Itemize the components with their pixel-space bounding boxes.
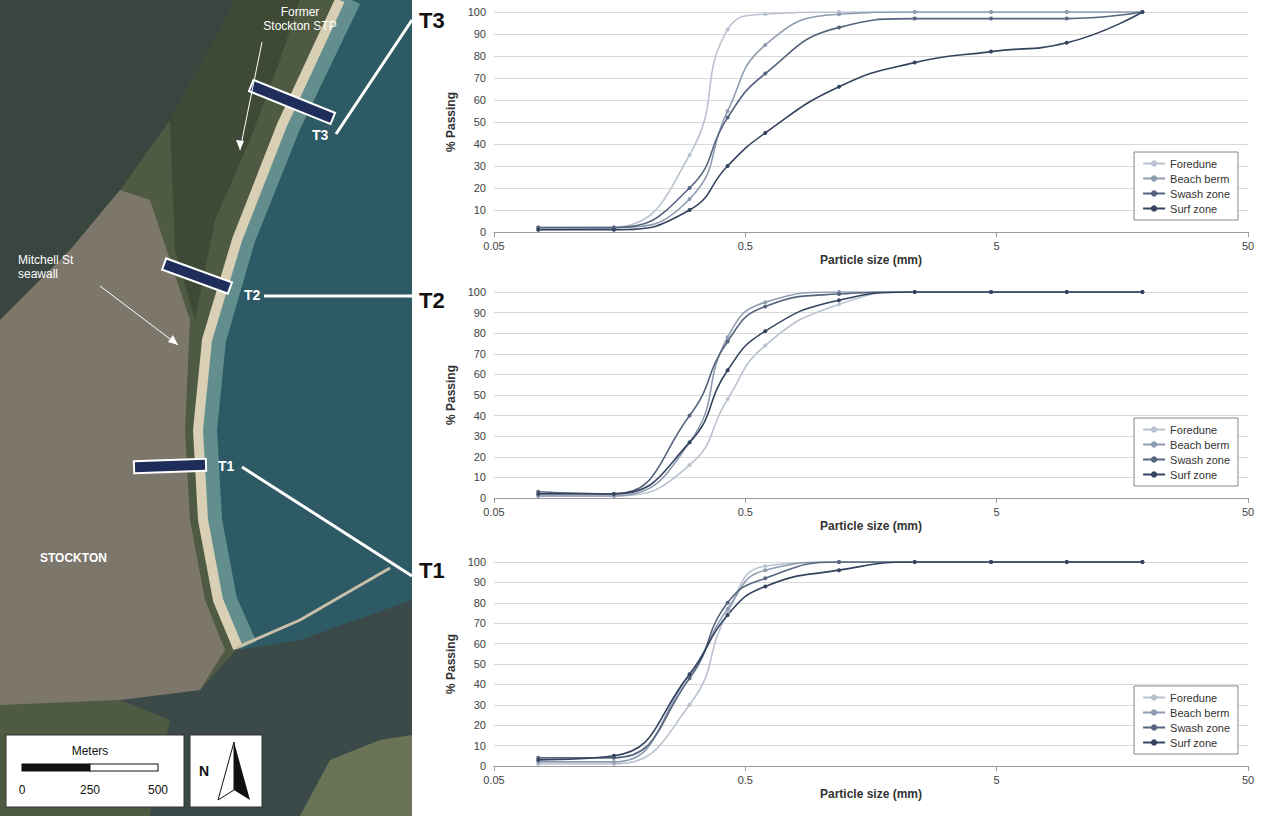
svg-text:0: 0 — [19, 783, 26, 797]
svg-text:Foredune: Foredune — [1170, 424, 1217, 436]
svg-text:Swash zone: Swash zone — [1170, 188, 1230, 200]
svg-text:STOCKTON: STOCKTON — [40, 551, 107, 565]
svg-text:40: 40 — [474, 410, 486, 422]
svg-text:Particle size (mm): Particle size (mm) — [820, 253, 922, 267]
svg-text:Mitchell Stseawall: Mitchell Stseawall — [18, 253, 74, 281]
svg-text:100: 100 — [468, 556, 486, 568]
svg-text:60: 60 — [474, 638, 486, 650]
svg-text:0.5: 0.5 — [738, 240, 753, 252]
svg-text:20: 20 — [474, 719, 486, 731]
svg-text:50: 50 — [1242, 240, 1254, 252]
svg-text:Beach berm: Beach berm — [1170, 707, 1229, 719]
svg-text:10: 10 — [474, 740, 486, 752]
svg-text:% Passing: % Passing — [444, 634, 458, 694]
svg-text:30: 30 — [474, 699, 486, 711]
svg-text:40: 40 — [474, 138, 486, 150]
svg-text:60: 60 — [474, 368, 486, 380]
svg-text:5: 5 — [994, 506, 1000, 518]
svg-text:80: 80 — [474, 597, 486, 609]
svg-text:Surf zone: Surf zone — [1170, 203, 1217, 215]
svg-text:90: 90 — [474, 576, 486, 588]
svg-text:50: 50 — [474, 658, 486, 670]
svg-text:% Passing: % Passing — [444, 92, 458, 152]
svg-text:500: 500 — [148, 783, 168, 797]
svg-text:0: 0 — [480, 760, 486, 772]
svg-text:Meters: Meters — [72, 744, 109, 758]
svg-text:10: 10 — [474, 204, 486, 216]
svg-text:80: 80 — [474, 50, 486, 62]
svg-text:0.05: 0.05 — [483, 774, 504, 786]
svg-text:100: 100 — [468, 6, 486, 18]
svg-text:T2: T2 — [419, 288, 445, 313]
svg-text:Surf zone: Surf zone — [1170, 737, 1217, 749]
svg-text:50: 50 — [1242, 506, 1254, 518]
svg-text:20: 20 — [474, 182, 486, 194]
svg-text:0: 0 — [480, 226, 486, 238]
svg-text:5: 5 — [994, 774, 1000, 786]
svg-text:100: 100 — [468, 286, 486, 298]
svg-text:T3: T3 — [419, 8, 445, 33]
svg-text:250: 250 — [80, 783, 100, 797]
svg-text:Foredune: Foredune — [1170, 158, 1217, 170]
svg-text:0.5: 0.5 — [738, 774, 753, 786]
svg-text:60: 60 — [474, 94, 486, 106]
svg-text:Foredune: Foredune — [1170, 692, 1217, 704]
svg-text:FormerStockton STP: FormerStockton STP — [263, 5, 336, 33]
svg-text:50: 50 — [1242, 774, 1254, 786]
svg-text:70: 70 — [474, 72, 486, 84]
svg-text:90: 90 — [474, 28, 486, 40]
svg-text:70: 70 — [474, 617, 486, 629]
svg-text:Swash zone: Swash zone — [1170, 722, 1230, 734]
svg-text:20: 20 — [474, 451, 486, 463]
svg-text:0.05: 0.05 — [483, 240, 504, 252]
svg-text:0: 0 — [480, 492, 486, 504]
svg-text:70: 70 — [474, 348, 486, 360]
svg-text:90: 90 — [474, 307, 486, 319]
svg-text:Beach berm: Beach berm — [1170, 173, 1229, 185]
svg-text:50: 50 — [474, 116, 486, 128]
svg-text:Swash zone: Swash zone — [1170, 454, 1230, 466]
svg-text:N: N — [199, 763, 209, 779]
svg-text:5: 5 — [994, 240, 1000, 252]
svg-text:T1: T1 — [218, 458, 235, 474]
svg-text:30: 30 — [474, 160, 486, 172]
svg-text:Beach berm: Beach berm — [1170, 439, 1229, 451]
svg-text:T2: T2 — [244, 287, 261, 303]
svg-text:0.05: 0.05 — [483, 506, 504, 518]
svg-text:10: 10 — [474, 471, 486, 483]
svg-text:30: 30 — [474, 430, 486, 442]
svg-text:0.5: 0.5 — [738, 506, 753, 518]
svg-text:Particle size (mm): Particle size (mm) — [820, 519, 922, 533]
svg-text:% Passing: % Passing — [444, 365, 458, 425]
svg-text:T1: T1 — [419, 558, 445, 583]
svg-text:T3: T3 — [312, 127, 329, 143]
svg-text:80: 80 — [474, 327, 486, 339]
svg-text:Surf zone: Surf zone — [1170, 469, 1217, 481]
svg-text:50: 50 — [474, 389, 486, 401]
svg-text:40: 40 — [474, 678, 486, 690]
svg-text:Particle size (mm): Particle size (mm) — [820, 787, 922, 801]
